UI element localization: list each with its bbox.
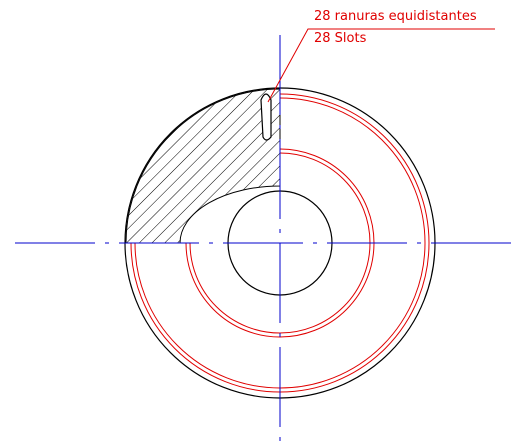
- inner-ring-red: [185, 148, 375, 338]
- annotation: 28 Slots: [314, 31, 367, 46]
- outer-ring-red: [134, 97, 426, 389]
- outer-ring-red: [130, 93, 430, 393]
- inner-ring-red: [189, 152, 371, 334]
- annotation: 28 ranuras equidistantes: [314, 9, 477, 24]
- slot: [260, 93, 272, 141]
- leader-line: [267, 28, 495, 103]
